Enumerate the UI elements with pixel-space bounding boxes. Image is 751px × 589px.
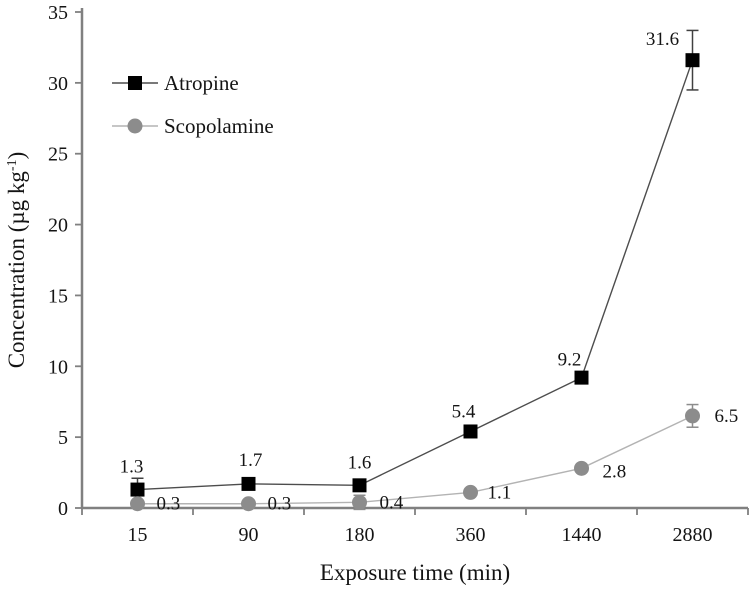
y-tick-label: 10 bbox=[48, 356, 68, 378]
series-atropine: 1.3 1.7 1.6 5.4 9.2 31.6 bbox=[120, 29, 700, 502]
scopolamine-marker bbox=[685, 408, 700, 424]
atropine-point-label: 1.7 bbox=[239, 450, 263, 471]
scopolamine-point-label: 6.5 bbox=[715, 406, 739, 427]
x-tick-label: 90 bbox=[239, 524, 259, 546]
atropine-marker bbox=[352, 478, 367, 493]
series-scopolamine: 0.3 0.3 0.4 1.1 2.8 6.5 bbox=[130, 403, 739, 515]
y-tick-label: 30 bbox=[48, 73, 68, 95]
legend: Atropine Scopolamine bbox=[112, 71, 274, 138]
scopolamine-point-label: 0.4 bbox=[380, 492, 404, 513]
atropine-point-label: 1.6 bbox=[348, 452, 372, 473]
atropine-point-label: 5.4 bbox=[452, 401, 476, 422]
y-tick-label: 5 bbox=[58, 427, 68, 449]
atropine-marker bbox=[130, 482, 145, 497]
y-axis-title-main: Concentration (µg kg bbox=[4, 171, 29, 369]
x-tick-label: 15 bbox=[128, 524, 148, 546]
atropine-point-label: 1.3 bbox=[120, 457, 144, 478]
y-axis-title-close: ) bbox=[4, 152, 29, 160]
y-tick-label: 0 bbox=[58, 498, 68, 520]
legend-item-atropine: Atropine bbox=[112, 71, 239, 95]
y-tick-label: 35 bbox=[48, 2, 68, 24]
x-tick-label: 2880 bbox=[673, 524, 713, 546]
x-tick-label: 1440 bbox=[562, 524, 602, 546]
atropine-point-label: 9.2 bbox=[558, 350, 582, 371]
x-tick-label: 180 bbox=[345, 524, 375, 546]
scopolamine-marker bbox=[352, 494, 367, 510]
atropine-marker bbox=[685, 53, 700, 68]
atropine-marker bbox=[241, 476, 256, 491]
y-ticks: 0 5 10 15 20 25 30 35 bbox=[48, 2, 82, 520]
y-tick-label: 20 bbox=[48, 215, 68, 237]
atropine-marker bbox=[463, 424, 478, 439]
scopolamine-point-label: 2.8 bbox=[603, 461, 627, 482]
y-axis-title-superscript: -1 bbox=[5, 159, 20, 171]
y-axis-title: Concentration (µg kg-1) bbox=[4, 152, 29, 369]
atropine-point-label: 31.6 bbox=[646, 29, 679, 50]
scopolamine-point-label: 0.3 bbox=[157, 494, 181, 515]
y-tick-label: 15 bbox=[48, 285, 68, 307]
atropine-square-marker-icon bbox=[128, 76, 142, 90]
scopolamine-point-label: 1.1 bbox=[488, 482, 512, 503]
scopolamine-marker bbox=[463, 484, 478, 500]
scopolamine-marker bbox=[130, 496, 145, 512]
x-ticks: 15 90 180 360 1440 2880 bbox=[81, 508, 749, 546]
legend-label-scopolamine: Scopolamine bbox=[164, 114, 274, 138]
atropine-line bbox=[137, 59, 694, 491]
y-tick-label: 25 bbox=[48, 144, 68, 166]
atropine-marker bbox=[574, 370, 589, 385]
scopolamine-marker bbox=[241, 496, 256, 512]
legend-item-scopolamine: Scopolamine bbox=[112, 114, 274, 138]
x-tick-label: 360 bbox=[456, 524, 486, 546]
legend-label-atropine: Atropine bbox=[164, 71, 239, 95]
scopolamine-point-label: 0.3 bbox=[268, 494, 292, 515]
scopolamine-circle-marker-icon bbox=[127, 118, 143, 134]
scopolamine-line bbox=[137, 415, 693, 505]
scopolamine-marker bbox=[574, 460, 589, 476]
x-axis-title: Exposure time (min) bbox=[320, 560, 510, 585]
